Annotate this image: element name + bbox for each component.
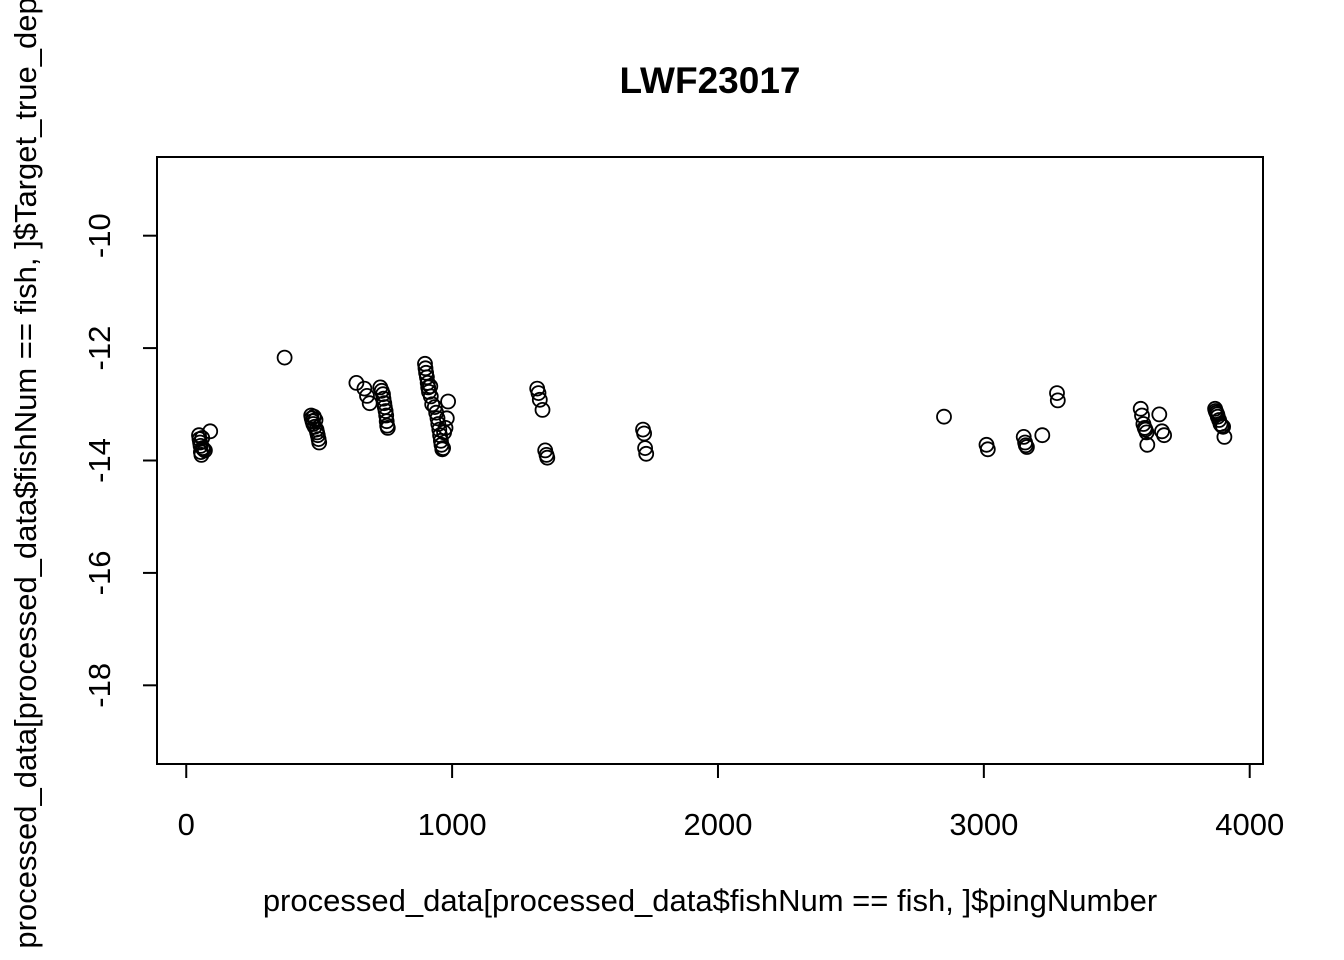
- data-point: [356, 380, 373, 397]
- data-point: [438, 410, 455, 427]
- data-point: [1151, 406, 1168, 423]
- x-tick-label: 2000: [683, 807, 752, 842]
- data-point: [426, 399, 443, 416]
- x-axis-label: processed_data[processed_data$fishNum ==…: [263, 883, 1157, 918]
- data-point: [1015, 428, 1032, 445]
- data-point: [1132, 400, 1149, 417]
- data-point: [531, 391, 548, 408]
- chart-title: LWF23017: [620, 60, 801, 101]
- data-point: [437, 419, 454, 436]
- data-point: [1049, 385, 1065, 402]
- y-tick-label: -14: [82, 438, 117, 483]
- data-point: [1216, 428, 1233, 445]
- data-point: [1139, 436, 1156, 453]
- data-point: [422, 388, 439, 405]
- y-tick-label: -16: [82, 551, 117, 596]
- data-point: [979, 441, 996, 458]
- x-tick-label: 4000: [1215, 807, 1284, 842]
- data-point: [424, 396, 441, 413]
- data-point: [1213, 417, 1230, 434]
- data-point: [348, 374, 365, 391]
- data-point: [530, 385, 547, 402]
- x-axis-ticks: 0 1000 2000 3000 4000: [178, 764, 1284, 842]
- x-tick-label: 0: [178, 807, 195, 842]
- y-tick-label: -10: [82, 213, 117, 258]
- data-point: [429, 410, 446, 427]
- data-point: [378, 407, 395, 424]
- data-point: [638, 445, 655, 462]
- data-point: [307, 412, 324, 428]
- y-axis-ticks: -10 -12 -14 -16 -18: [82, 213, 157, 708]
- x-tick-label: 1000: [418, 807, 487, 842]
- y-axis-label: processed_data[processed_data$fishNum ==…: [8, 0, 43, 949]
- data-point: [192, 437, 209, 454]
- data-point: [936, 408, 952, 425]
- data-point: [1215, 418, 1231, 435]
- x-tick-label: 3000: [949, 807, 1018, 842]
- data-point: [276, 349, 293, 366]
- data-point: [637, 440, 653, 457]
- plot-frame: [156, 156, 1264, 765]
- data-point: [1134, 407, 1150, 424]
- data-point: [422, 378, 439, 395]
- data-point: [534, 401, 551, 418]
- data-point: [195, 441, 212, 458]
- data-point: [359, 387, 375, 404]
- data-point: [311, 434, 328, 451]
- data-point: [435, 440, 452, 457]
- data-point: [440, 393, 457, 410]
- data-point: [1019, 439, 1035, 455]
- data-point: [202, 423, 219, 440]
- data-point: [1049, 392, 1066, 409]
- data-point: [1156, 427, 1172, 444]
- data-point: [1034, 427, 1051, 444]
- y-tick-label: -12: [82, 326, 117, 371]
- data-point: [196, 442, 213, 459]
- data-point: [378, 413, 395, 430]
- data-point: [379, 419, 396, 436]
- data-point: [1138, 424, 1155, 441]
- data-point: [539, 449, 556, 466]
- y-tick-label: -18: [82, 663, 117, 708]
- points-layer: [191, 349, 1233, 466]
